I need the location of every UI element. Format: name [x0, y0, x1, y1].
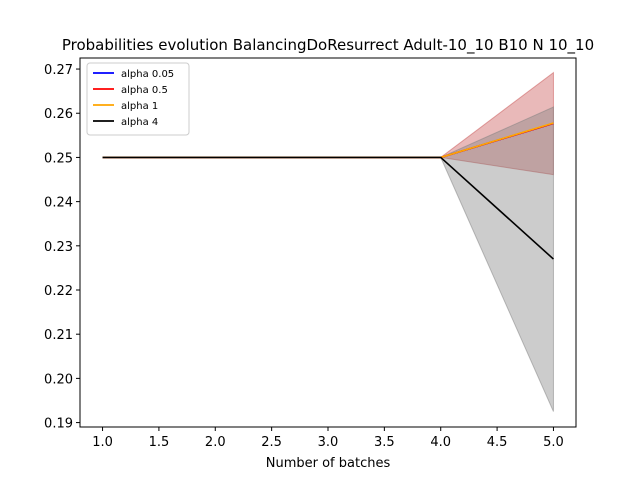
legend-label-4: alpha 4	[121, 117, 158, 128]
x-tick-label: 4.0	[430, 435, 451, 450]
x-tick-label: 1.0	[92, 435, 113, 450]
y-tick-label: 0.19	[44, 417, 73, 432]
x-tick-label: 2.0	[205, 435, 226, 450]
x-axis: 1.0 1.5 2.0 2.5 3.0 3.5 4.0 4.5 5.0	[92, 427, 564, 450]
x-tick-label: 4.5	[487, 435, 508, 450]
series-lines	[102, 122, 554, 260]
y-tick-label: 0.27	[44, 63, 73, 78]
legend-box	[86, 62, 190, 136]
y-axis: 0.19 0.20 0.21 0.22 0.23 0.24 0.25 0.26 0.27	[44, 63, 80, 432]
series-line-4	[102, 156, 554, 260]
y-tick-label: 0.23	[44, 240, 73, 255]
legend-label-2: alpha 0.5	[121, 85, 168, 96]
legend-label-3: alpha 1	[121, 101, 158, 112]
x-tick-label: 3.5	[374, 435, 395, 450]
legend-label-1: alpha 0.05	[121, 69, 174, 80]
y-tick-label: 0.22	[44, 284, 73, 299]
y-tick-label: 0.20	[44, 372, 73, 387]
chart-title: Probabilities evolution BalancingDoResur…	[62, 36, 594, 55]
x-axis-label: Number of batches	[266, 456, 391, 471]
legend: alpha 0.05 alpha 0.5 alpha 1 alpha 4	[86, 62, 190, 136]
x-tick-label: 1.5	[149, 435, 170, 450]
x-tick-label: 3.0	[318, 435, 339, 450]
y-tick-label: 0.21	[44, 328, 73, 343]
y-tick-label: 0.24	[44, 196, 73, 211]
x-tick-label: 2.5	[261, 435, 282, 450]
x-tick-label: 5.0	[543, 435, 564, 450]
y-tick-label: 0.25	[44, 151, 73, 166]
y-tick-label: 0.26	[44, 107, 73, 122]
